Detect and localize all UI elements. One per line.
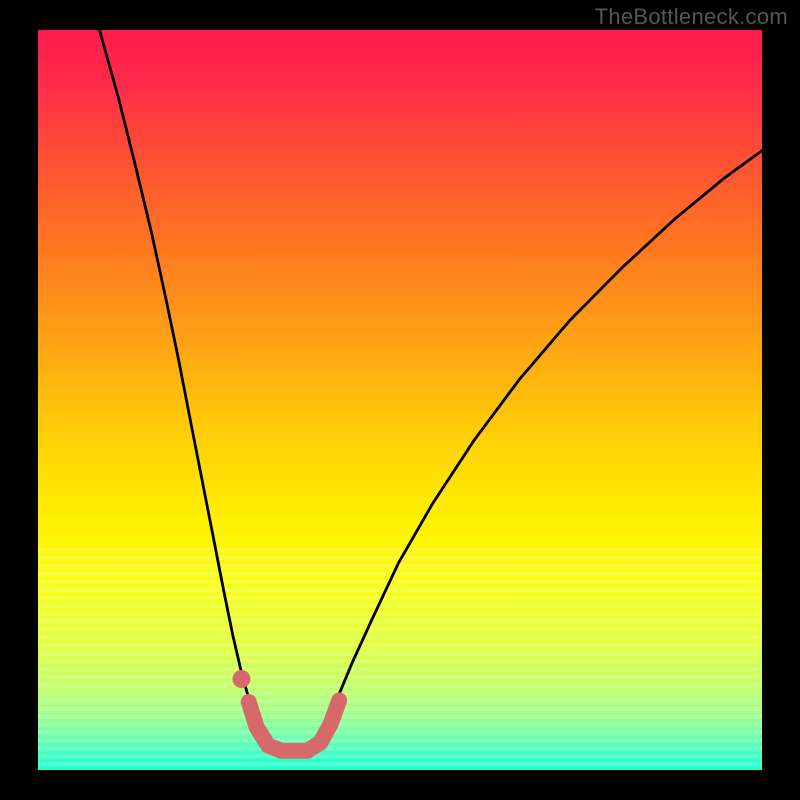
watermark: TheBottleneck.com xyxy=(595,4,788,30)
highlight-dot xyxy=(232,670,250,688)
bottleneck-chart xyxy=(0,0,800,800)
chart-container: TheBottleneck.com xyxy=(0,0,800,800)
